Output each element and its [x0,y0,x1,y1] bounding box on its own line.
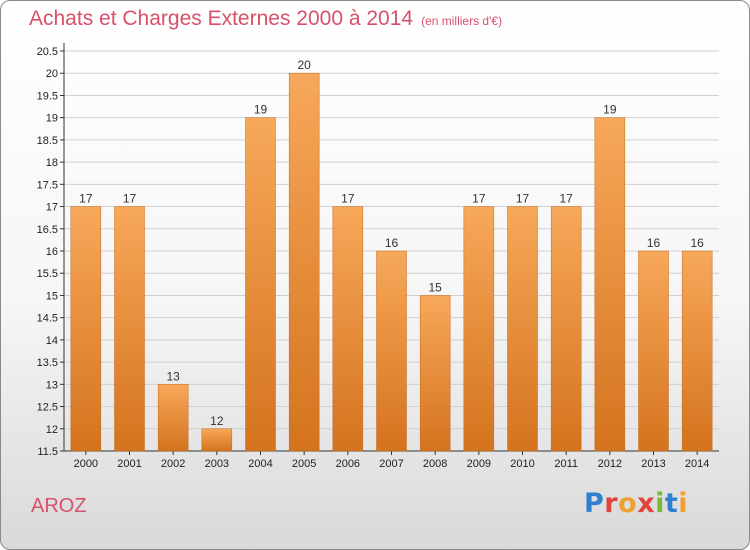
y-tick-label: 14 [46,335,58,347]
x-tick-label-2008: 2008 [423,458,447,470]
x-tick-label-2010: 2010 [510,458,534,470]
x-tick-label-2003: 2003 [205,458,229,470]
y-tick-label: 18.5 [37,135,58,147]
y-tick-label: 13.5 [37,357,58,369]
bar-2001 [114,206,145,452]
x-tick-label-2009: 2009 [467,458,491,470]
x-tick-label-2012: 2012 [598,458,622,470]
value-label-2007: 16 [385,236,399,250]
bar-2008 [419,295,451,452]
x-tick-label-2007: 2007 [379,458,403,470]
x-tick-label-2002: 2002 [161,458,185,470]
x-tick-label-2013: 2013 [641,458,665,470]
y-tick-label: 12 [46,424,58,436]
x-tick-label-2011: 2011 [554,458,578,470]
value-label-2004: 19 [254,103,268,117]
value-label-2008: 15 [428,280,442,294]
y-tick-label: 13 [46,379,58,391]
y-tick-label: 19 [46,113,58,125]
bar-2004 [245,117,276,452]
bar-2000 [70,206,102,452]
y-tick-label: 20 [46,68,58,80]
value-label-2002: 13 [166,369,180,383]
value-label-2014: 16 [690,236,704,250]
y-tick-label: 12.5 [37,402,58,414]
x-tick-label-2006: 2006 [336,458,360,470]
chart-title-block: Achats et Charges Externes 2000 à 2014 (e… [29,7,502,31]
bar-2003 [201,428,233,452]
bar-2006 [332,206,364,452]
y-tick-label: 16.5 [37,224,58,236]
y-tick-label: 14.5 [37,313,58,325]
bars [70,72,713,452]
y-tick-label: 17.5 [37,179,58,191]
y-tick-label: 15 [46,290,58,302]
x-tick-label-2014: 2014 [685,458,709,470]
bar-2011 [550,206,582,452]
value-labels: 17 17 13 12 19 20 17 16 15 17 17 17 19 16 16 [79,58,704,428]
y-tick-label: 15.5 [37,268,58,280]
bar-2002 [157,384,189,452]
proxiti-logo: Proxiti [584,488,689,519]
chart-subtitle: (en milliers d'€) [421,14,503,28]
bar-2010 [507,206,538,452]
value-label-2003: 12 [210,414,224,428]
value-label-2009: 17 [472,192,486,206]
y-tick-label: 20.5 [37,46,58,58]
value-label-2005: 20 [297,58,311,72]
value-label-2000: 17 [79,192,93,206]
y-tick-label: 18 [46,157,58,169]
value-label-2011: 17 [559,192,573,206]
value-label-2010: 17 [516,192,530,206]
bar-2005 [288,72,320,452]
y-tick-label: 19.5 [37,90,58,102]
value-label-2001: 17 [123,192,137,206]
x-tick-label-2005: 2005 [292,458,316,470]
bar-2013 [638,250,669,452]
bar-2014 [681,250,713,452]
chart-title: Achats et Charges Externes 2000 à 2014 [29,7,414,30]
x-tick-label-2001: 2001 [117,458,141,470]
commune-name: AROZ [31,495,87,517]
bar-2012 [594,117,626,452]
value-label-2013: 16 [647,236,661,250]
bar-2009 [463,206,495,452]
value-label-2012: 19 [603,103,617,117]
y-tick-label: 17 [46,202,58,214]
x-tick-label-2004: 2004 [248,458,272,470]
x-tick-label-2000: 2000 [74,458,98,470]
value-label-2006: 17 [341,192,355,206]
y-tick-label: 11.5 [37,446,58,458]
bar-2007 [376,250,407,452]
y-tick-label: 16 [46,246,58,258]
